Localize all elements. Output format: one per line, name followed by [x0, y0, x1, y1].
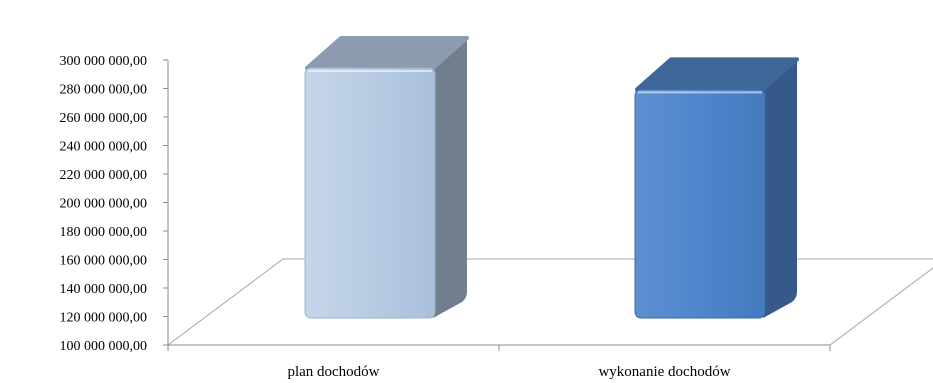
- y-axis: 100 000 000,00 120 000 000,00 140 000 000,…: [60, 54, 169, 354]
- floor-outline: [166, 258, 933, 346]
- x-tick-label: plan dochodów: [287, 364, 379, 380]
- bar-front-face: [304, 67, 436, 319]
- y-tick-label: 200 000 000,00: [60, 197, 148, 212]
- y-tick-label: 140 000 000,00: [60, 282, 148, 297]
- y-tick-label: 180 000 000,00: [60, 225, 148, 240]
- bar-side-face: [763, 59, 797, 318]
- y-tick-label: 120 000 000,00: [60, 311, 148, 326]
- x-tick-label: wykonanie dochodów: [598, 364, 730, 380]
- y-tick-label: 280 000 000,00: [60, 83, 148, 98]
- bar-front-face: [634, 88, 766, 319]
- bars: [304, 36, 799, 319]
- y-tick-label: 240 000 000,00: [60, 140, 148, 155]
- y-tick-label: 100 000 000,00: [60, 339, 148, 354]
- chart-floor: [166, 258, 933, 346]
- bar-side-face: [433, 38, 467, 318]
- y-tick-label: 160 000 000,00: [60, 254, 148, 269]
- bar: [304, 36, 469, 319]
- bar: [634, 57, 799, 319]
- y-tick-label: 260 000 000,00: [60, 111, 148, 126]
- y-tick-label: 300 000 000,00: [60, 54, 148, 69]
- y-tick-label: 220 000 000,00: [60, 168, 148, 183]
- x-axis: plan dochodów wykonanie dochodów: [167, 344, 831, 380]
